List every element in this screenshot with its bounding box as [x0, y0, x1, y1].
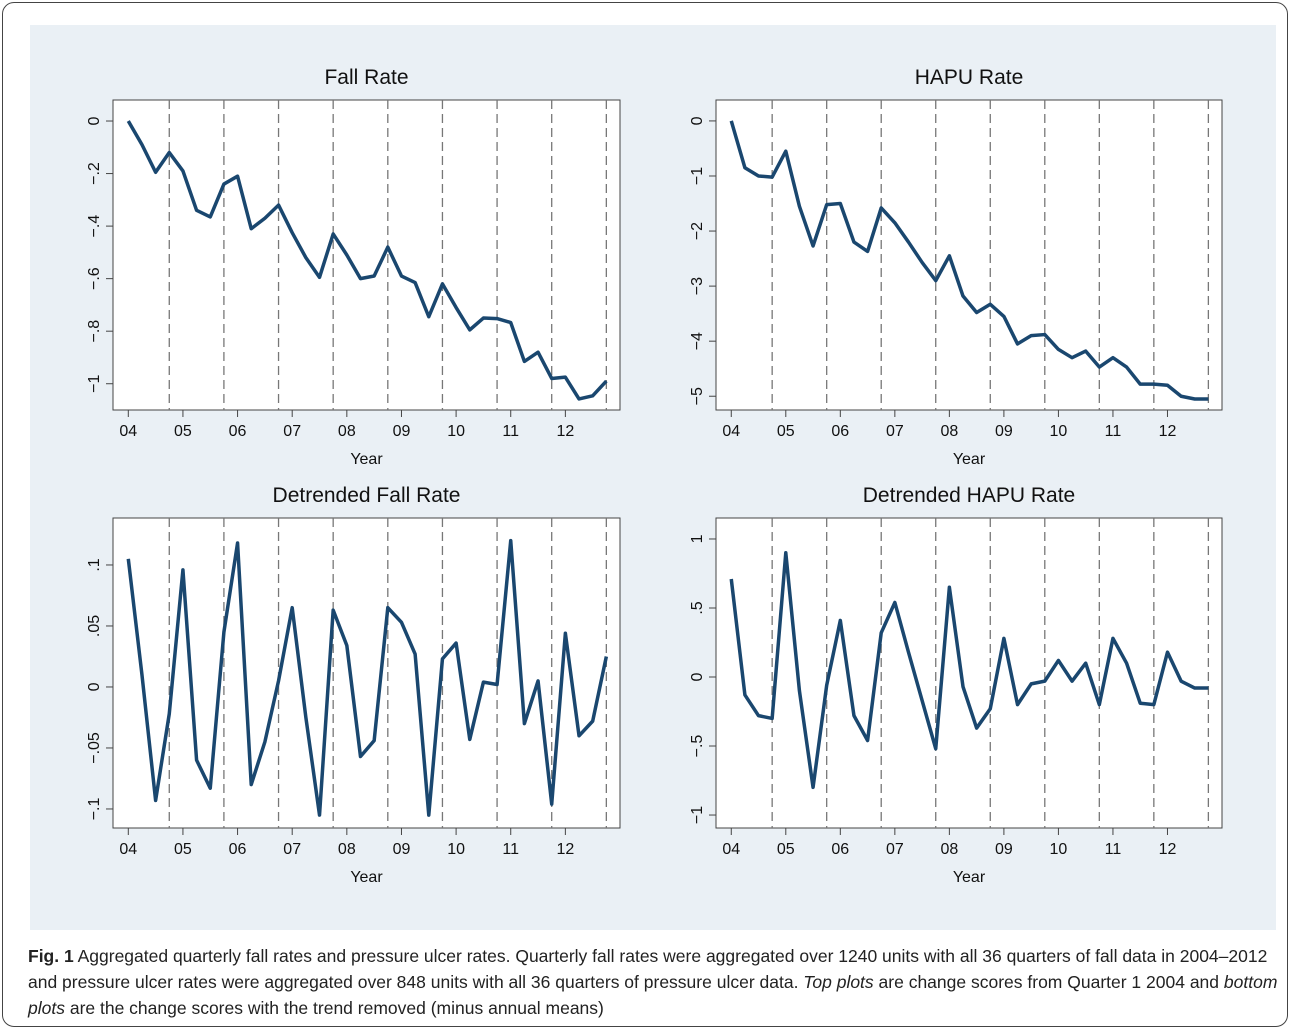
- x-tick-label: 12: [556, 841, 574, 858]
- y-tick-label: .1: [86, 558, 103, 571]
- x-tick-label: 06: [831, 423, 849, 440]
- x-tick-label: 11: [1105, 423, 1122, 440]
- x-tick-label: 12: [1159, 841, 1177, 858]
- x-tick-label: 08: [940, 423, 958, 440]
- x-tick-label: 05: [174, 841, 192, 858]
- x-tick-label: 07: [283, 423, 301, 440]
- x-tick-label: 11: [1105, 841, 1122, 858]
- x-tick-label: 04: [119, 423, 137, 440]
- y-tick-label: −.1: [86, 798, 103, 821]
- x-axis-label: Year: [953, 869, 986, 886]
- y-tick-label: −.2: [86, 162, 103, 185]
- x-tick-label: 07: [886, 841, 904, 858]
- x-tick-label: 05: [777, 423, 795, 440]
- chart-title: Fall Rate: [324, 66, 408, 89]
- chart-title: HAPU Rate: [915, 66, 1024, 89]
- x-tick-label: 09: [393, 841, 411, 858]
- plot-area: [715, 517, 1223, 829]
- caption-text: bottom plots: [28, 972, 1278, 1018]
- x-axis-label: Year: [350, 451, 383, 468]
- x-tick-label: 10: [447, 841, 465, 858]
- data-line: [729, 120, 1209, 401]
- y-tick-label: −.4: [86, 215, 103, 238]
- y-tick-label: −1: [689, 167, 706, 185]
- x-tick-label: 09: [995, 841, 1013, 858]
- x-tick-label: 10: [1050, 841, 1068, 858]
- plot-area: [715, 99, 1223, 411]
- x-tick-label: 08: [338, 423, 356, 440]
- caption-text: are change scores from Quarter 1 2004 an…: [873, 972, 1224, 992]
- x-tick-label: 07: [283, 841, 301, 858]
- x-tick-label: 11: [502, 423, 519, 440]
- data-line: [729, 551, 1209, 790]
- y-tick-label: −.05: [86, 732, 103, 764]
- x-tick-label: 06: [229, 423, 247, 440]
- y-tick-label: 0: [689, 116, 706, 125]
- caption-text: Top plots: [803, 972, 874, 992]
- x-tick-label: 09: [995, 423, 1013, 440]
- plot-area: [112, 99, 621, 411]
- y-tick-label: 1: [689, 534, 706, 543]
- caption-text: Aggregated quarterly fall rates and pres…: [28, 946, 1268, 992]
- x-tick-label: 04: [119, 841, 137, 858]
- y-tick-label: 0: [86, 682, 103, 691]
- y-tick-label: −5: [689, 387, 706, 405]
- x-tick-label: 06: [229, 841, 247, 858]
- y-tick-label: −4: [689, 332, 706, 350]
- y-tick-label: −.5: [689, 735, 706, 758]
- x-tick-label: 07: [886, 423, 904, 440]
- y-tick-label: −3: [689, 277, 706, 295]
- y-tick-label: −.6: [86, 267, 103, 290]
- x-tick-label: 05: [174, 423, 192, 440]
- caption-label: Fig. 1: [28, 946, 74, 966]
- y-tick-label: −2: [689, 222, 706, 240]
- y-tick-label: .5: [689, 601, 706, 614]
- x-tick-label: 11: [502, 841, 519, 858]
- x-tick-label: 10: [447, 423, 465, 440]
- x-tick-label: 12: [1159, 423, 1177, 440]
- caption-text: are the change scores with the trend rem…: [64, 998, 604, 1018]
- x-tick-label: 06: [831, 841, 849, 858]
- x-tick-label: 04: [722, 841, 740, 858]
- y-tick-label: −1: [689, 806, 706, 824]
- x-tick-label: 12: [556, 423, 574, 440]
- x-axis-label: Year: [350, 869, 383, 886]
- x-tick-label: 10: [1050, 423, 1068, 440]
- y-tick-label: .05: [86, 615, 103, 637]
- y-tick-label: 0: [86, 116, 103, 125]
- plot-area: [112, 517, 621, 829]
- chart-title: Detrended HAPU Rate: [863, 484, 1075, 507]
- x-axis-label: Year: [953, 451, 986, 468]
- y-tick-label: 0: [689, 672, 706, 681]
- data-line: [126, 120, 608, 401]
- data-line: [126, 538, 609, 817]
- x-tick-label: 08: [338, 841, 356, 858]
- y-tick-label: −1: [86, 375, 103, 393]
- x-tick-label: 08: [940, 841, 958, 858]
- x-tick-label: 04: [722, 423, 740, 440]
- x-tick-label: 05: [777, 841, 795, 858]
- y-tick-label: −.8: [86, 320, 103, 343]
- caption: Fig. 1 Aggregated quarterly fall rates a…: [28, 943, 1278, 1021]
- chart-title: Detrended Fall Rate: [273, 484, 461, 507]
- x-tick-label: 09: [393, 423, 411, 440]
